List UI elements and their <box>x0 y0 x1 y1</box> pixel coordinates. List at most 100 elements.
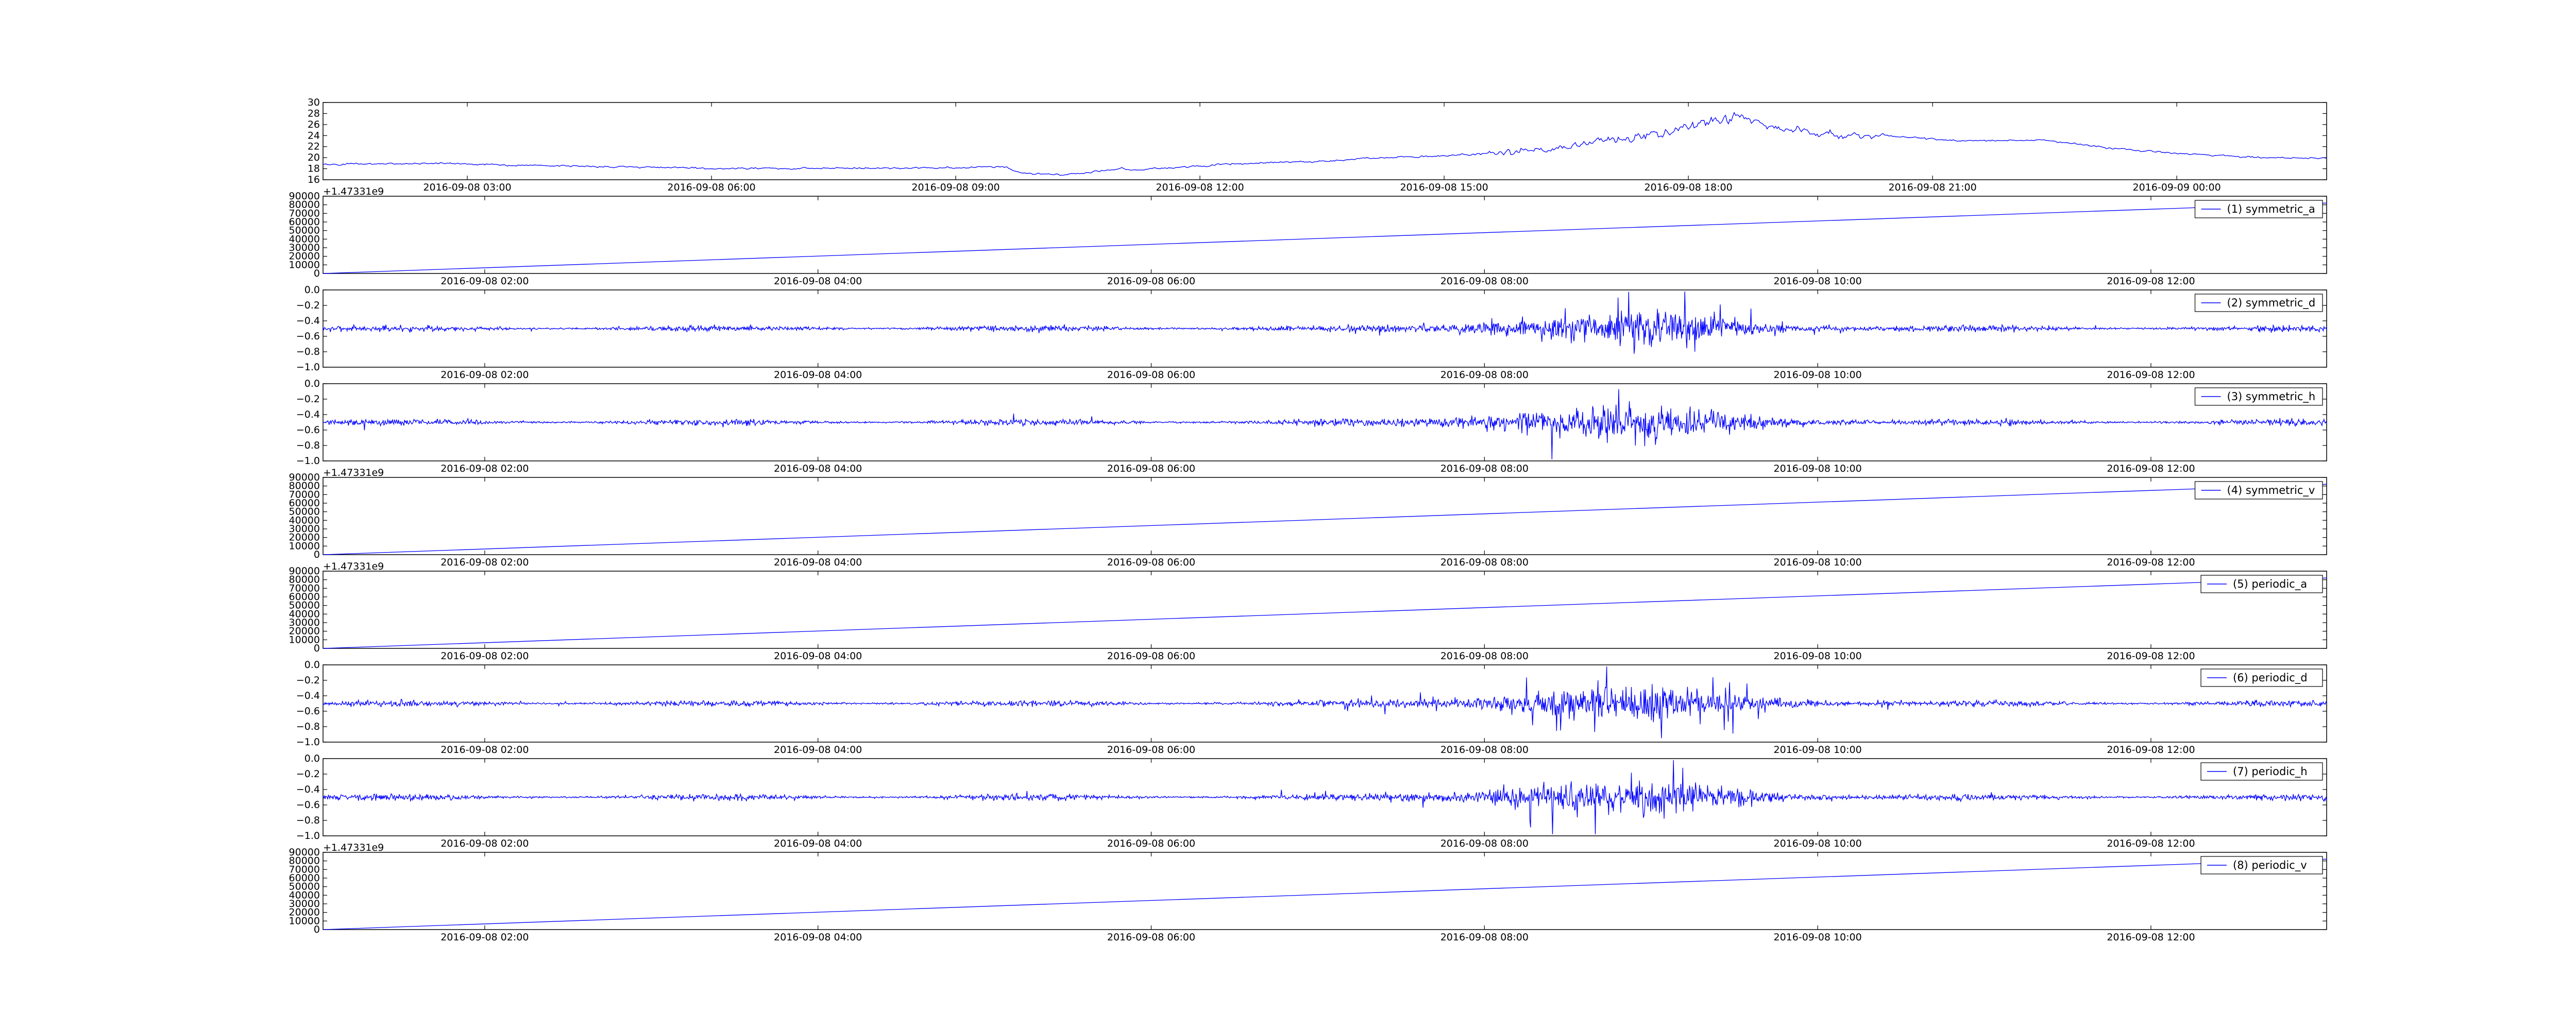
y-tick-label: −0.6 <box>296 799 320 811</box>
y-tick-label: 20000 <box>289 251 320 262</box>
series-line <box>323 484 2327 555</box>
y-tick-label: 18 <box>308 163 320 175</box>
y-tick-label: 90000 <box>289 847 320 858</box>
x-tick-label: 2016-09-08 08:00 <box>1440 838 1529 849</box>
y-tick-label: 30000 <box>289 898 320 909</box>
x-tick-label: 2016-09-08 06:00 <box>1107 932 1195 943</box>
series-line <box>323 291 2327 354</box>
x-tick-label: 2016-09-08 10:00 <box>1774 838 1862 849</box>
y-tick-label: 0 <box>314 268 320 279</box>
x-tick-label: 2016-09-08 06:00 <box>1107 557 1195 568</box>
x-tick-label: 2016-09-08 08:00 <box>1440 650 1529 662</box>
x-tick-label: 2016-09-08 12:00 <box>2107 932 2195 943</box>
y-tick-label: 0.0 <box>304 378 320 389</box>
x-tick-label: 2016-09-08 21:00 <box>1888 182 1976 193</box>
y-tick-label: 20000 <box>289 907 320 918</box>
y-tick-label: 30000 <box>289 523 320 535</box>
x-tick-label: 2016-09-08 08:00 <box>1440 932 1529 943</box>
axes-frame <box>323 758 2327 836</box>
y-tick-label: 20 <box>308 152 320 163</box>
y-tick-label: 0.0 <box>304 284 320 296</box>
x-tick-label: 2016-09-08 02:00 <box>440 932 529 943</box>
y-tick-label: 0 <box>314 643 320 654</box>
y-tick-label: 90000 <box>289 472 320 483</box>
y-tick-label: 20000 <box>289 532 320 543</box>
x-tick-label: 2016-09-08 08:00 <box>1440 369 1529 381</box>
panel-9: 0100002000030000400005000060000700008000… <box>289 842 2327 943</box>
series-line <box>323 389 2327 460</box>
x-tick-label: 2016-09-08 15:00 <box>1400 182 1488 193</box>
y-tick-label: 24 <box>308 130 320 141</box>
x-tick-label: 2016-09-08 02:00 <box>440 650 529 662</box>
x-tick-label: 2016-09-08 10:00 <box>1774 557 1862 568</box>
legend-label: (3) symmetric_h <box>2227 390 2316 403</box>
axes-frame <box>323 571 2327 649</box>
x-tick-label: 2016-09-08 04:00 <box>774 369 862 381</box>
x-tick-label: 2016-09-08 09:00 <box>911 182 999 193</box>
axes-frame <box>323 852 2327 930</box>
y-tick-label: 10000 <box>289 634 320 645</box>
x-tick-label: 2016-09-08 06:00 <box>1107 744 1195 756</box>
x-tick-label: 2016-09-08 06:00 <box>667 182 755 193</box>
y-tick-label: −0.4 <box>296 690 320 701</box>
y-tick-label: −0.2 <box>296 393 320 405</box>
panel-7: −1.0 −0.8 −0.6 −0.4 −0.2 0.0 2016-09-08 02:00 2… <box>296 659 2327 756</box>
x-tick-label: 2016-09-08 02:00 <box>440 838 529 849</box>
y-tick-label: 60000 <box>289 591 320 603</box>
axes-frame <box>323 477 2327 555</box>
offset-text: +1.47331e9 <box>323 561 384 572</box>
y-tick-label: 26 <box>308 119 320 130</box>
y-tick-label: −0.4 <box>296 409 320 420</box>
y-tick-label: −0.8 <box>296 815 320 826</box>
y-tick-label: −0.6 <box>296 424 320 436</box>
y-tick-label: 40000 <box>289 608 320 620</box>
x-tick-label: 2016-09-08 02:00 <box>440 276 529 287</box>
x-tick-label: 2016-09-08 06:00 <box>1107 463 1195 474</box>
x-tick-label: 2016-09-08 12:00 <box>2107 557 2195 568</box>
x-tick-label: 2016-09-08 04:00 <box>774 650 862 662</box>
x-tick-label: 2016-09-08 03:00 <box>423 182 511 193</box>
x-tick-label: 2016-09-08 06:00 <box>1107 650 1195 662</box>
x-tick-label: 2016-09-08 12:00 <box>1156 182 1244 193</box>
x-tick-label: 2016-09-08 02:00 <box>440 463 529 474</box>
axes-frame <box>323 196 2327 274</box>
y-tick-label: 40000 <box>289 233 320 245</box>
x-tick-label: 2016-09-08 10:00 <box>1774 369 1862 381</box>
y-tick-label: −0.4 <box>296 784 320 795</box>
y-tick-label: 90000 <box>289 565 320 577</box>
series-line <box>323 577 2327 649</box>
y-tick-label: 30000 <box>289 242 320 253</box>
offset-text: +1.47331e9 <box>323 842 384 853</box>
x-tick-label: 2016-09-08 04:00 <box>774 557 862 568</box>
y-tick-label: −0.2 <box>296 300 320 311</box>
legend-label: (8) periodic_v <box>2233 859 2307 872</box>
axes-frame <box>323 664 2327 743</box>
legend-label: (7) periodic_h <box>2233 765 2308 778</box>
y-tick-label: −0.4 <box>296 315 320 327</box>
y-tick-label: −0.8 <box>296 440 320 451</box>
y-tick-label: −1.0 <box>296 362 320 373</box>
x-tick-label: 2016-09-08 08:00 <box>1440 276 1529 287</box>
y-tick-label: 40000 <box>289 514 320 526</box>
legend-label: (6) periodic_d <box>2233 672 2308 684</box>
x-tick-label: 2016-09-08 04:00 <box>774 932 862 943</box>
panel-8: −1.0 −0.8 −0.6 −0.4 −0.2 0.0 2016-09-08 02:00 2… <box>296 753 2327 849</box>
panel-3: −1.0 −0.8 −0.6 −0.4 −0.2 0.0 2016-09-08 02:00 2… <box>296 284 2327 381</box>
y-tick-label: −0.6 <box>296 331 320 342</box>
x-tick-label: 2016-09-08 10:00 <box>1774 650 1862 662</box>
x-tick-label: 2016-09-08 06:00 <box>1107 276 1195 287</box>
y-tick-label: 10000 <box>289 540 320 552</box>
y-tick-label: −0.2 <box>296 768 320 780</box>
y-tick-label: 50000 <box>289 600 320 611</box>
x-tick-label: 2016-09-08 10:00 <box>1774 276 1862 287</box>
y-tick-label: −0.2 <box>296 675 320 686</box>
y-tick-label: 60000 <box>289 872 320 884</box>
x-tick-label: 2016-09-08 04:00 <box>774 463 862 474</box>
y-tick-label: 0 <box>314 549 320 560</box>
series-line <box>323 760 2327 835</box>
y-tick-label: 70000 <box>289 489 320 500</box>
y-tick-label: 60000 <box>289 216 320 228</box>
x-tick-label: 2016-09-08 08:00 <box>1440 557 1529 568</box>
y-tick-label: 10000 <box>289 259 320 270</box>
